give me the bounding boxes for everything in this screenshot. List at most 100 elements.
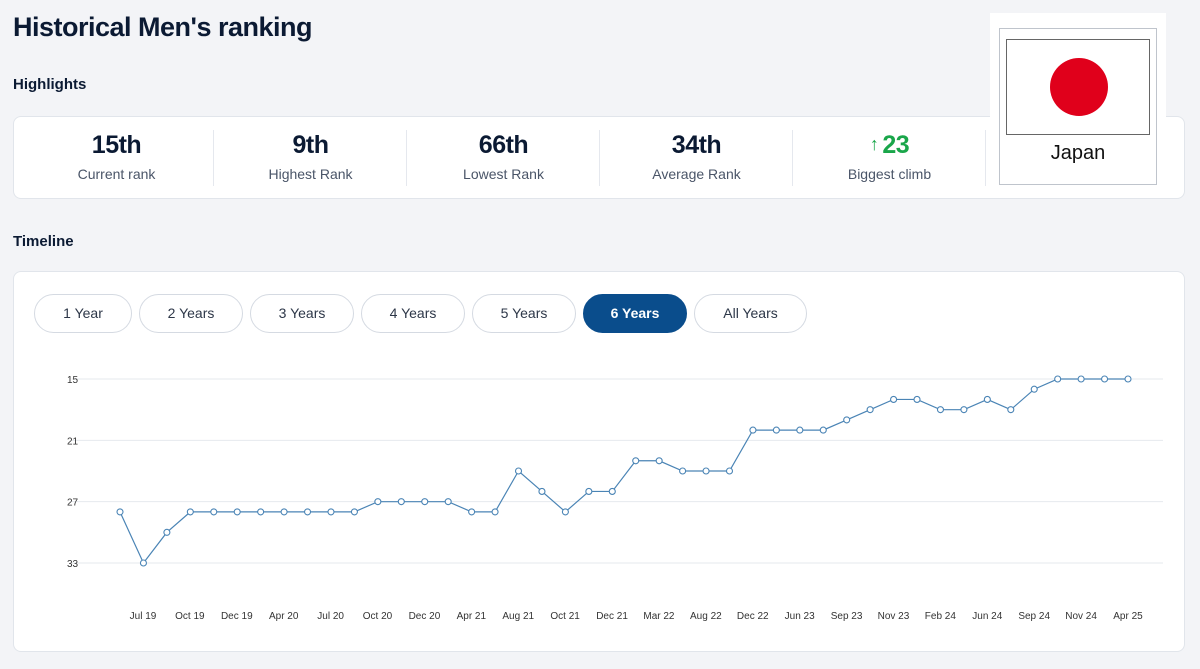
data-point[interactable]	[257, 508, 265, 516]
data-point[interactable]	[983, 395, 991, 403]
x-tick-label: Oct 19	[175, 611, 205, 622]
y-tick-label: 15	[67, 375, 79, 386]
japan-flag-icon	[1006, 39, 1150, 135]
data-point[interactable]	[796, 426, 804, 434]
stat-biggest-climb: ↑ 23 Biggest climb	[793, 117, 986, 200]
tab-1-year[interactable]: 1 Year	[34, 294, 132, 333]
stat-value: 34th	[671, 131, 722, 159]
stat-label: Average Rank	[652, 166, 741, 182]
data-point[interactable]	[561, 508, 569, 516]
x-tick-label: Apr 25	[1113, 611, 1143, 622]
data-point[interactable]	[1101, 375, 1109, 383]
data-point[interactable]	[186, 508, 194, 516]
data-point[interactable]	[210, 508, 218, 516]
data-point[interactable]	[702, 467, 710, 475]
x-tick-label: Aug 22	[690, 611, 722, 622]
page-title: Historical Men's ranking	[13, 12, 313, 42]
tab-5-years[interactable]: 5 Years	[472, 294, 576, 333]
data-point[interactable]	[374, 498, 382, 506]
data-point[interactable]	[163, 528, 171, 536]
x-tick-label: Aug 21	[502, 611, 534, 622]
flag-frame: Japan	[999, 28, 1157, 185]
y-tick-label: 21	[67, 436, 79, 447]
stat-highest-rank: 9th Highest Rank	[214, 117, 407, 200]
data-point[interactable]	[421, 498, 429, 506]
stat-value: ↑ 23	[793, 131, 986, 160]
country-name: Japan	[1050, 142, 1106, 164]
x-tick-label: Feb 24	[925, 611, 957, 622]
y-tick-label: 33	[67, 559, 79, 570]
x-tick-label: Dec 19	[221, 611, 253, 622]
data-point[interactable]	[1030, 385, 1038, 393]
divider	[406, 130, 407, 186]
y-tick-label: 27	[67, 498, 79, 509]
data-point[interactable]	[843, 416, 851, 424]
data-point[interactable]	[960, 406, 968, 414]
x-tick-label: Oct 21	[550, 611, 580, 622]
data-point[interactable]	[468, 508, 476, 516]
x-tick-label: Apr 21	[457, 611, 487, 622]
data-point[interactable]	[491, 508, 499, 516]
data-point[interactable]	[116, 508, 124, 516]
highlights-card: 15th Current rank 9th Highest Rank 66th …	[13, 116, 1185, 199]
data-point[interactable]	[139, 559, 147, 567]
timeline-heading: Timeline	[13, 233, 74, 250]
data-point[interactable]	[866, 406, 874, 414]
stat-value: 9th	[292, 131, 330, 159]
x-tick-label: Mar 22	[643, 611, 675, 622]
data-point[interactable]	[397, 498, 405, 506]
data-point[interactable]	[233, 508, 241, 516]
data-point[interactable]	[538, 487, 546, 495]
divider	[985, 130, 986, 186]
flag-sun	[1050, 58, 1108, 116]
data-point[interactable]	[514, 467, 523, 475]
tab-4-years[interactable]: 4 Years	[361, 294, 465, 333]
timeline-card: 1 Year 2 Years 3 Years 4 Years 5 Years 6…	[13, 271, 1185, 652]
arrow-up-icon: ↑	[869, 134, 879, 154]
data-point[interactable]	[936, 406, 945, 414]
tab-6-years[interactable]: 6 Years	[583, 294, 687, 333]
x-tick-label: Dec 20	[409, 611, 441, 622]
stat-value: 15th	[91, 131, 142, 159]
tab-3-years[interactable]: 3 Years	[250, 294, 354, 333]
x-tick-label: Jun 24	[972, 611, 1002, 622]
data-point[interactable]	[632, 457, 640, 465]
data-point[interactable]	[1077, 375, 1085, 383]
data-point[interactable]	[303, 508, 312, 516]
data-point[interactable]	[772, 426, 780, 434]
data-point[interactable]	[1124, 375, 1132, 383]
data-point[interactable]	[749, 426, 757, 434]
series-line	[119, 378, 1128, 565]
data-point[interactable]	[327, 508, 335, 516]
x-tick-label: Jul 20	[317, 611, 344, 622]
stat-label: Current rank	[77, 166, 156, 182]
data-point[interactable]	[585, 487, 593, 495]
data-point[interactable]	[890, 395, 898, 403]
x-tick-label: Nov 24	[1065, 611, 1097, 622]
data-point[interactable]	[819, 426, 827, 434]
stat-label: Biggest climb	[847, 166, 932, 182]
tab-all-years[interactable]: All Years	[694, 294, 807, 333]
ranking-line-chart: 15 21 27 33 Jul 19 Oct 19 Dec 19 Apr 20 Jul 20 Oc…	[67, 375, 1163, 622]
data-point[interactable]	[725, 467, 734, 475]
data-point[interactable]	[1007, 406, 1015, 414]
x-tick-label: Sep 24	[1018, 611, 1050, 622]
data-point[interactable]	[444, 498, 452, 506]
stat-current-rank: 15th Current rank	[20, 117, 213, 200]
data-point[interactable]	[655, 457, 663, 465]
stat-label: Lowest Rank	[463, 166, 544, 182]
tab-2-years[interactable]: 2 Years	[139, 294, 243, 333]
data-point[interactable]	[350, 508, 358, 516]
data-point[interactable]	[679, 467, 687, 475]
x-tick-label: Jun 23	[785, 611, 815, 622]
data-point[interactable]	[280, 508, 288, 516]
highlights-heading: Highlights	[13, 76, 87, 93]
divider	[213, 130, 214, 186]
country-flag-card: Japan	[990, 13, 1166, 185]
x-tick-label: Oct 20	[363, 611, 393, 622]
stat-lowest-rank: 66th Lowest Rank	[407, 117, 600, 200]
data-point[interactable]	[1054, 375, 1062, 383]
data-point[interactable]	[913, 395, 921, 403]
stat-value: 66th	[478, 131, 529, 159]
data-point[interactable]	[608, 487, 616, 495]
